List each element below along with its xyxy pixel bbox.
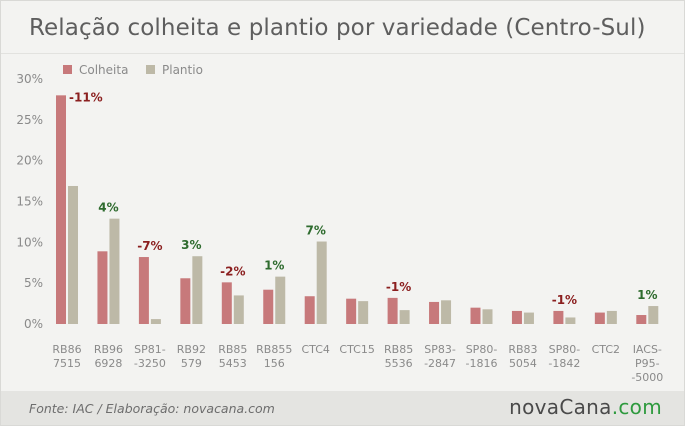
x-tick-label: 5453 [219,357,247,370]
logo-text-cana: Cana [559,395,612,419]
bar-colheita [553,310,564,324]
x-tick-label: 5536 [385,357,413,370]
y-tick-label: 30% [16,72,43,86]
x-tick-label: 579 [181,357,202,370]
legend-swatch [146,65,155,74]
bar-colheita [180,278,191,324]
bar-colheita [221,282,232,324]
x-tick-label: RB96 [94,343,123,356]
x-tick-label: 6928 [94,357,122,370]
bar-colheita [429,301,440,324]
bar-plantio [275,276,286,324]
bar-plantio [316,241,327,324]
logo-text-com: com [618,395,662,419]
x-tick-label: CTC15 [339,343,374,356]
bar-plantio [523,312,534,324]
data-label: -2% [220,264,245,278]
x-tick-label: RB85 [218,343,247,356]
source-note: Fonte: IAC / Elaboração: novacana.com [29,401,275,416]
x-tick-label: -2847 [424,357,456,370]
x-tick-label: SP80- [549,343,581,356]
x-tick-label: RB92 [177,343,206,356]
data-label: -1% [552,293,577,307]
bar-colheita [97,251,108,324]
y-tick-label: 25% [16,113,43,127]
logo-text-nova: nova [509,395,560,419]
y-tick-label: 20% [16,154,43,168]
bar-colheita [304,296,315,324]
legend-label: Colheita [79,63,128,77]
x-tick-label: IACS- [633,343,662,356]
x-tick-label: SP80- [466,343,498,356]
data-label: -1% [386,280,411,294]
data-label: 1% [264,259,284,273]
footer-bar: Fonte: IAC / Elaboração: novacana.com no… [1,391,684,425]
x-tick-label: RB855 [256,343,292,356]
logo-dot: . [611,395,619,419]
y-tick-label: 0% [24,317,43,331]
bar-colheita [511,310,522,324]
x-tick-label: CTC4 [301,343,329,356]
bar-colheita [56,95,66,324]
bar-plantio [482,309,493,324]
legend-label: Plantio [162,63,203,77]
bar-plantio [565,317,576,324]
novacana-logo[interactable]: novaCana.com [509,395,662,419]
y-tick-label: 15% [16,195,43,209]
legend-swatch [63,65,72,74]
x-tick-label: CTC2 [592,343,620,356]
x-tick-label: P95- [635,357,660,370]
bar-colheita [346,298,357,324]
x-tick-label: -5000 [631,371,663,384]
x-tick-label: -1842 [548,357,580,370]
y-tick-label: 10% [16,235,43,249]
bar-plantio [109,218,120,324]
bar-colheita [594,312,605,324]
bar-plantio [441,300,452,324]
chart-title: Relação colheita e plantio por variedade… [29,15,646,41]
bar-plantio [68,185,78,324]
data-label: 7% [306,224,326,238]
x-tick-label: SP83- [424,343,456,356]
bar-colheita [470,307,481,324]
data-label: 1% [637,288,657,302]
bar-chart: 0% 5% 10% 15% 20% 25% 30% Colheita Plantio RB8675… [16,63,663,384]
bar-plantio [233,295,244,324]
bar-plantio [606,310,617,324]
data-label: 4% [98,201,118,215]
bar-plantio [399,310,410,324]
data-label: 3% [181,238,201,252]
bar-plantio [150,319,161,324]
bar-colheita [636,315,647,324]
x-tick-label: RB83 [508,343,537,356]
bar-plantio [648,306,659,324]
bar-colheita [138,257,149,324]
bar-colheita [387,297,398,324]
title-divider [1,53,684,54]
bar-plantio [358,301,369,324]
x-tick-label: 7515 [53,357,81,370]
data-label: -11% [69,90,103,104]
x-tick-label: 156 [264,357,285,370]
bar-plantio [192,256,203,324]
x-tick-label: RB85 [384,343,413,356]
x-tick-label: -1816 [466,357,498,370]
x-tick-label: SP81- [134,343,166,356]
x-tick-label: -3250 [134,357,166,370]
data-label: -7% [137,239,162,253]
y-tick-label: 5% [24,276,43,290]
x-tick-label: RB86 [52,343,81,356]
x-tick-label: 5054 [509,357,537,370]
bar-colheita [263,289,274,324]
